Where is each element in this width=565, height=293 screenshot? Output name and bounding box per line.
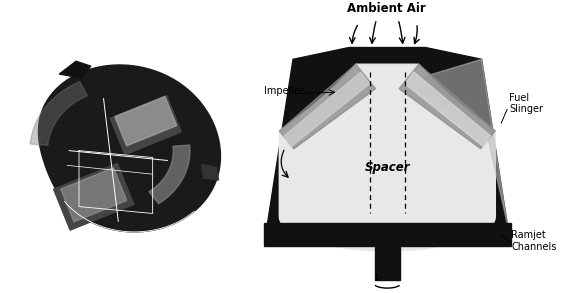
Polygon shape xyxy=(31,82,87,145)
Polygon shape xyxy=(149,145,190,204)
Text: Ramjet
Channels: Ramjet Channels xyxy=(511,230,557,252)
Polygon shape xyxy=(58,59,89,76)
Polygon shape xyxy=(202,164,219,180)
Polygon shape xyxy=(115,96,177,146)
Polygon shape xyxy=(110,96,181,155)
Polygon shape xyxy=(279,64,496,251)
Polygon shape xyxy=(279,64,376,149)
Text: Impeller: Impeller xyxy=(264,86,304,96)
Polygon shape xyxy=(38,65,220,232)
Polygon shape xyxy=(268,47,507,223)
Polygon shape xyxy=(399,64,496,149)
Polygon shape xyxy=(407,59,507,223)
Polygon shape xyxy=(375,246,400,280)
Polygon shape xyxy=(60,168,127,222)
Polygon shape xyxy=(54,163,134,230)
Text: Fuel
Slinger: Fuel Slinger xyxy=(509,93,543,114)
Text: Ambient Air: Ambient Air xyxy=(347,2,425,15)
Text: Spacer: Spacer xyxy=(364,161,410,174)
Polygon shape xyxy=(264,223,511,246)
Polygon shape xyxy=(59,61,91,78)
Polygon shape xyxy=(405,72,490,147)
Polygon shape xyxy=(284,72,370,147)
